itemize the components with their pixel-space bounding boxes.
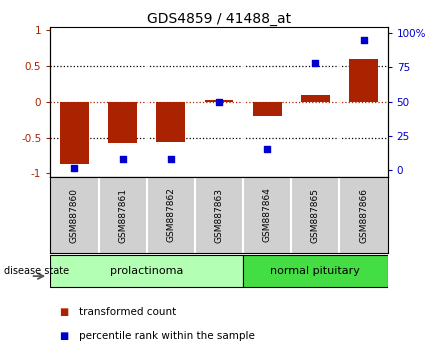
Bar	[205, 100, 233, 102]
FancyBboxPatch shape	[243, 255, 388, 287]
Text: transformed count: transformed count	[79, 307, 176, 316]
Text: GSM887860: GSM887860	[70, 188, 79, 242]
Text: GSM887864: GSM887864	[263, 188, 272, 242]
Bar	[156, 102, 185, 142]
Text: disease state: disease state	[4, 266, 70, 276]
Point	[264, 147, 271, 152]
Text: normal pituitary: normal pituitary	[270, 266, 360, 276]
Point	[312, 61, 319, 66]
Text: ■: ■	[59, 331, 68, 341]
Point	[215, 99, 223, 104]
Text: prolactinoma: prolactinoma	[110, 266, 184, 276]
Point	[360, 38, 367, 43]
Text: GSM887865: GSM887865	[311, 188, 320, 242]
Text: GSM887861: GSM887861	[118, 188, 127, 242]
Bar	[60, 102, 89, 164]
Point	[119, 156, 126, 162]
Text: GDS4859 / 41488_at: GDS4859 / 41488_at	[147, 12, 291, 27]
Bar	[301, 95, 330, 102]
Text: GSM887866: GSM887866	[359, 188, 368, 242]
Bar	[108, 102, 137, 143]
Text: percentile rank within the sample: percentile rank within the sample	[79, 331, 255, 341]
Text: GSM887863: GSM887863	[215, 188, 223, 242]
Text: GSM887862: GSM887862	[166, 188, 175, 242]
FancyBboxPatch shape	[50, 255, 243, 287]
Point	[167, 156, 174, 162]
Bar	[349, 59, 378, 102]
Bar	[253, 102, 282, 116]
Text: ■: ■	[59, 307, 68, 316]
Point	[71, 166, 78, 171]
